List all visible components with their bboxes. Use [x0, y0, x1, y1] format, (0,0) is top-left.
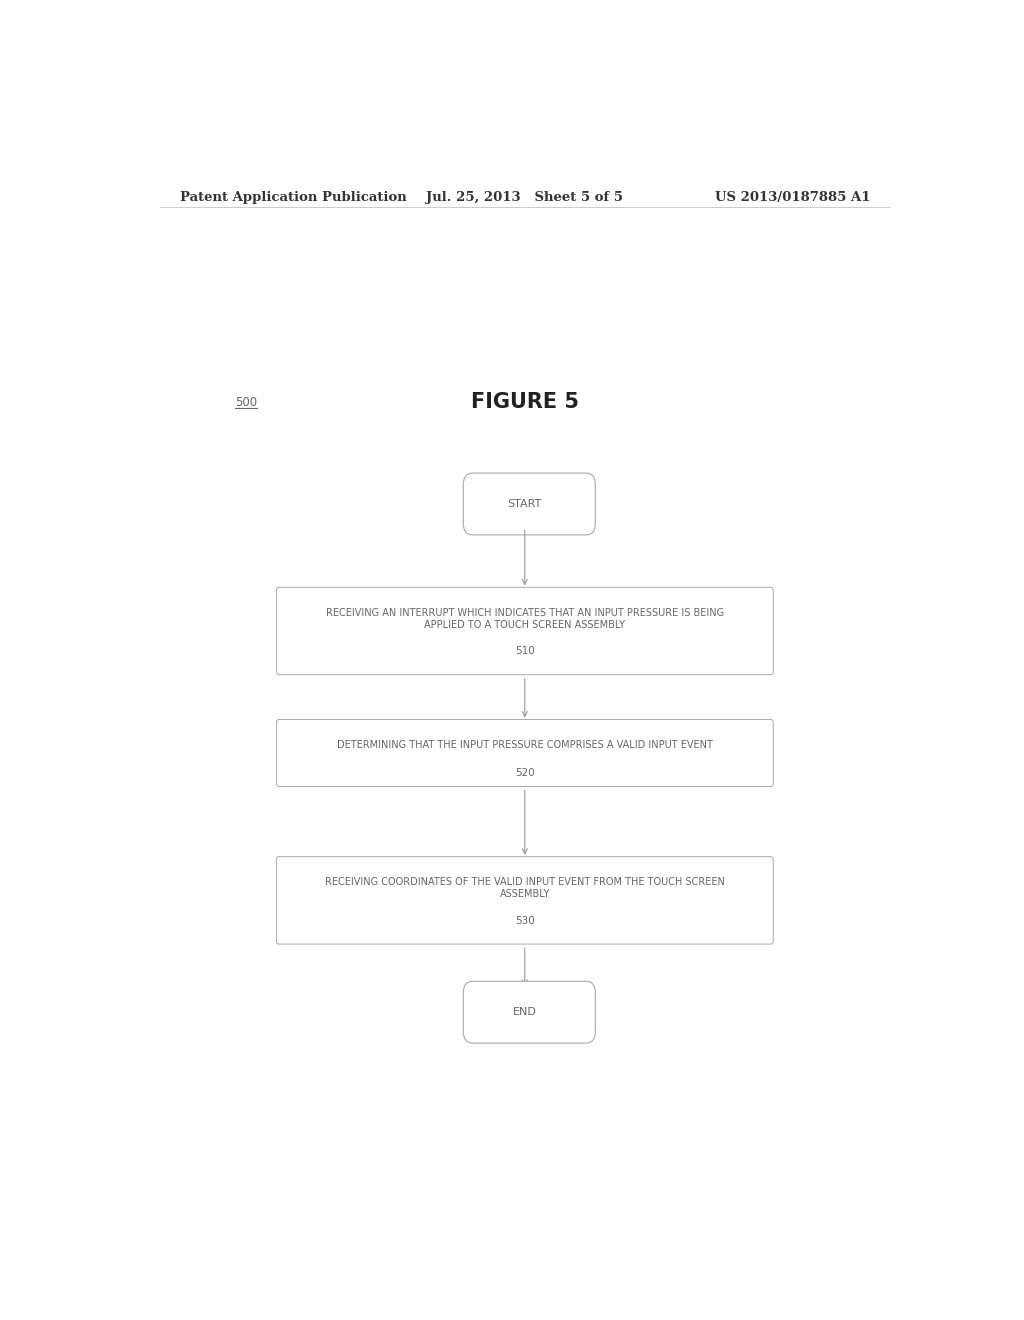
- FancyBboxPatch shape: [276, 587, 773, 675]
- Text: 520: 520: [515, 768, 535, 779]
- Text: 510: 510: [515, 647, 535, 656]
- Text: END: END: [513, 1007, 537, 1018]
- Text: 500: 500: [236, 396, 257, 409]
- Text: START: START: [508, 499, 542, 510]
- Text: RECEIVING AN INTERRUPT WHICH INDICATES THAT AN INPUT PRESSURE IS BEING
APPLIED T: RECEIVING AN INTERRUPT WHICH INDICATES T…: [326, 607, 724, 630]
- Text: DETERMINING THAT THE INPUT PRESSURE COMPRISES A VALID INPUT EVENT: DETERMINING THAT THE INPUT PRESSURE COMP…: [337, 741, 713, 750]
- FancyBboxPatch shape: [463, 981, 595, 1043]
- Text: US 2013/0187885 A1: US 2013/0187885 A1: [715, 190, 870, 203]
- FancyBboxPatch shape: [463, 473, 595, 535]
- FancyBboxPatch shape: [276, 719, 773, 787]
- Text: FIGURE 5: FIGURE 5: [471, 392, 579, 412]
- Text: RECEIVING COORDINATES OF THE VALID INPUT EVENT FROM THE TOUCH SCREEN
ASSEMBLY: RECEIVING COORDINATES OF THE VALID INPUT…: [325, 876, 725, 899]
- FancyBboxPatch shape: [276, 857, 773, 944]
- Text: Patent Application Publication: Patent Application Publication: [179, 190, 407, 203]
- Text: Jul. 25, 2013   Sheet 5 of 5: Jul. 25, 2013 Sheet 5 of 5: [426, 190, 624, 203]
- Text: 530: 530: [515, 916, 535, 925]
